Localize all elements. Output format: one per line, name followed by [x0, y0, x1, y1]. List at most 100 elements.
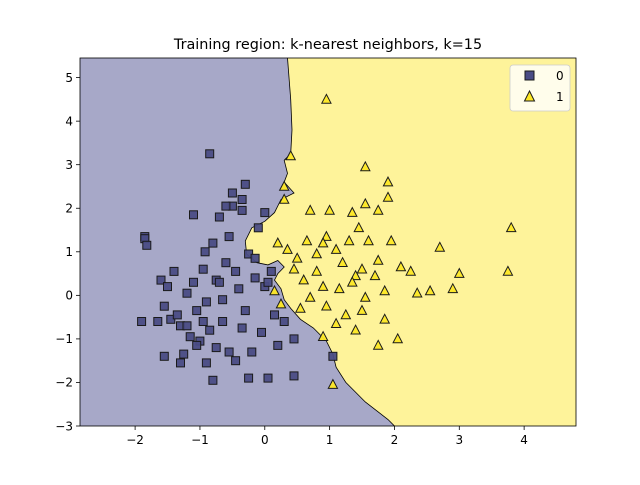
x-tick-label-1: 1: [326, 433, 334, 447]
class-0-point-24: [208, 238, 218, 248]
class-0-point-67: [201, 358, 211, 368]
class-1-point-46: [327, 378, 339, 389]
class-0-point-23: [205, 325, 215, 335]
class-0-point-64: [211, 343, 221, 353]
class-1-point-8: [382, 191, 394, 202]
class-1-point-17: [385, 234, 397, 246]
x-tick-label--2: −2: [126, 433, 144, 447]
class-0-point-54: [289, 371, 299, 381]
y-tick-label-0: 0: [65, 289, 73, 303]
class-0-point-39: [257, 327, 266, 337]
class-1-point-7: [382, 176, 394, 187]
class-0-point-13: [179, 349, 189, 359]
x-tick-label--1: −1: [191, 433, 209, 447]
class-0-point-15: [185, 332, 195, 342]
plot-frame: [79, 57, 577, 427]
class-0-point-27: [218, 317, 228, 326]
class-0-point-20: [198, 264, 208, 274]
x-tick-label-2: 2: [391, 433, 399, 447]
class-0-point-2: [142, 240, 152, 250]
class-1-point-36: [304, 291, 316, 302]
y-tick-label--1: −1: [55, 332, 73, 346]
class-0-point-47: [240, 179, 250, 189]
class-1-point-30: [346, 276, 358, 287]
class-1-point-59: [330, 243, 342, 254]
class-1-point-5: [324, 204, 336, 215]
class-1-point-12: [353, 221, 365, 233]
class-1-point-23: [502, 265, 514, 276]
class-1-point-6: [359, 160, 371, 172]
y-tick-label-2: 2: [65, 202, 73, 216]
class-1-point-57: [372, 254, 384, 265]
class-0-point-44: [273, 340, 283, 350]
class-0-point-48: [221, 201, 231, 211]
legend-marker-class-0: [524, 70, 535, 81]
class-0-point-4: [153, 317, 163, 326]
class-0-point-33: [237, 195, 247, 204]
class-1-point-14: [317, 237, 329, 248]
class-0-point-28: [221, 258, 231, 268]
class-1-point-16: [363, 234, 374, 246]
class-0-point-63: [231, 266, 241, 276]
class-0-point-42: [266, 266, 276, 276]
class-1-point-0: [320, 93, 332, 104]
class-0-point-52: [224, 347, 234, 357]
class-1-point-49: [272, 237, 284, 248]
class-0-point-66: [176, 358, 185, 368]
class-0-point-17: [189, 277, 198, 287]
class-0-point-61: [250, 253, 260, 263]
class-1-point-26: [311, 265, 323, 276]
class-0-point-36: [247, 347, 257, 357]
legend: 0 1: [509, 64, 571, 112]
class-1-point-29: [333, 282, 345, 294]
class-1-point-18: [434, 241, 446, 252]
class-0-point-34: [240, 306, 250, 316]
class-0-point-31: [231, 356, 241, 366]
class-1-point-21: [405, 265, 417, 276]
class-0-point-26: [214, 212, 224, 222]
y-tick-label-1: 1: [65, 245, 73, 259]
y-tick-label--2: −2: [55, 376, 73, 390]
class-1-point-37: [320, 300, 332, 311]
class-0-point-62: [263, 277, 273, 287]
x-tick-label-4: 4: [520, 433, 528, 447]
class-1-point-27: [298, 274, 310, 285]
class-0-point-68: [328, 351, 338, 361]
class-1-point-35: [447, 282, 459, 294]
class-0-point-14: [182, 288, 192, 298]
class-0-point-50: [260, 208, 270, 218]
y-tick-label--3: −3: [55, 419, 73, 433]
class-0-point-41: [263, 373, 273, 383]
class-0-point-6: [156, 275, 166, 285]
legend-marker-class-1: [523, 89, 536, 102]
class-1-point-4: [304, 204, 316, 215]
class-1-point-32: [379, 284, 391, 296]
class-0-point-56: [214, 277, 224, 287]
class-1-point-28: [317, 280, 329, 291]
legend-label-class-0: 0: [556, 69, 564, 83]
class-0-point-29: [224, 232, 234, 242]
class-1-point-31: [359, 291, 371, 302]
class-1-point-9: [359, 197, 371, 209]
class-1-point-1: [285, 149, 297, 161]
class-0-point-16: [189, 210, 198, 220]
class-0-point-37: [250, 273, 260, 283]
class-1-point-54: [311, 247, 323, 259]
x-axis: −2 −1 0 1 2 3 4: [126, 426, 528, 447]
class-0-point-46: [227, 188, 237, 198]
class-1-point-22: [453, 267, 465, 278]
class-1-point-52: [269, 284, 280, 296]
class-1-point-43: [350, 324, 362, 335]
class-1-point-33: [411, 287, 423, 298]
class-1-point-51: [294, 302, 306, 313]
class-1-point-20: [395, 260, 407, 272]
class-1-point-24: [350, 269, 362, 281]
class-1-point-48: [288, 263, 300, 274]
class-0-point-49: [237, 205, 247, 215]
class-0-point-65: [192, 340, 202, 350]
class-0-point-3: [137, 317, 147, 326]
x-tick-label-3: 3: [455, 433, 463, 447]
class-0-point-60: [237, 323, 247, 333]
class-0-point-43: [270, 310, 279, 320]
